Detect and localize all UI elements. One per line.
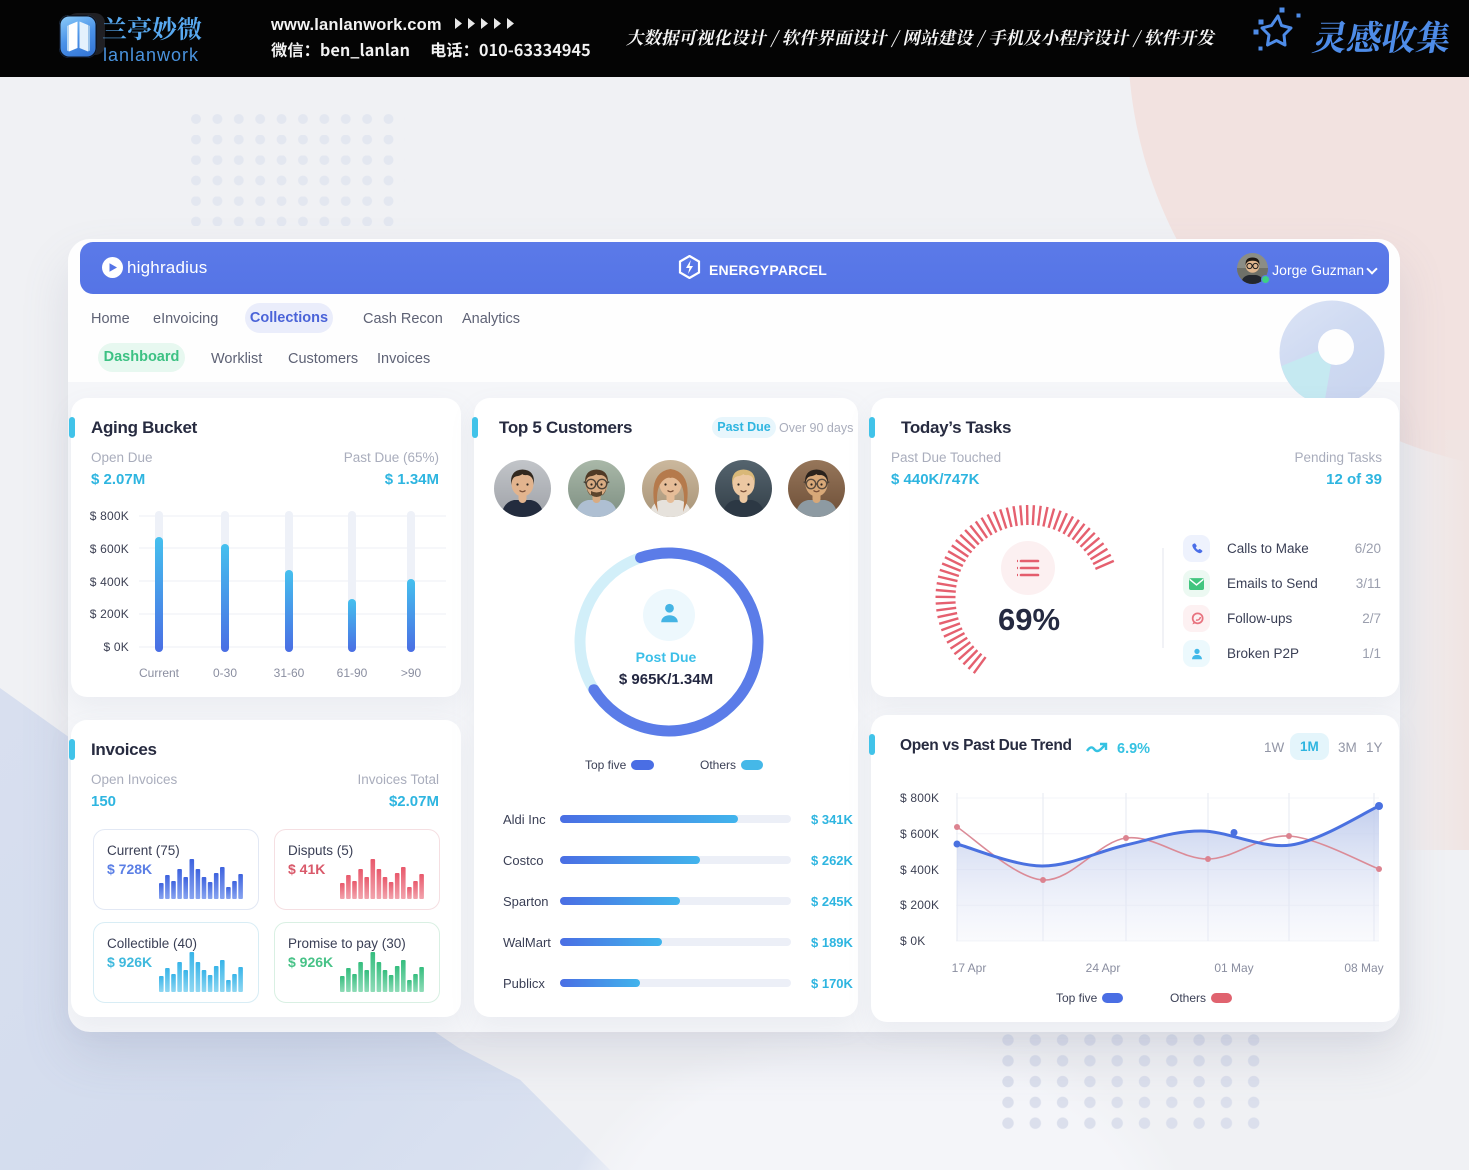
svg-text:lanlanwork: lanlanwork — [103, 45, 199, 65]
